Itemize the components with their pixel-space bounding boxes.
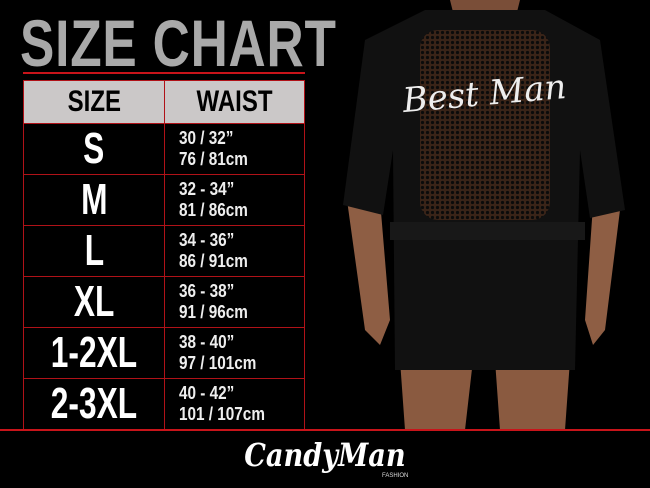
waist-cell: 32 - 34” 81 / 86cm — [164, 174, 305, 226]
header-waist: WAIST — [164, 80, 305, 124]
waist-cell: 40 - 42” 101 / 107cm — [164, 378, 305, 430]
waist-cell: 38 - 40” 97 / 101cm — [164, 327, 305, 379]
header-size: SIZE — [23, 80, 165, 124]
size-label: 1-2XL — [50, 328, 138, 377]
footer-divider — [0, 429, 650, 431]
size-cell: 2-3XL — [23, 378, 165, 430]
waist-inches: 40 - 42” — [179, 383, 235, 403]
waist-cm: 97 / 101cm — [179, 353, 257, 373]
size-label: M — [80, 175, 108, 224]
size-table: SIZE WAIST S 30 / 32” 76 / 81cm M 32 - 34” 8… — [23, 80, 305, 430]
size-cell: L — [23, 225, 165, 277]
waist-cm: 91 / 96cm — [179, 302, 248, 322]
brand-name: CandyMan — [244, 436, 406, 474]
waist-inches: 32 - 34” — [179, 179, 235, 199]
waist-inches: 30 / 32” — [179, 128, 234, 148]
waist-cm: 81 / 86cm — [179, 200, 248, 220]
waist-inches: 38 - 40” — [179, 332, 235, 352]
table-row: L 34 - 36” 86 / 91cm — [23, 225, 305, 277]
size-cell: M — [23, 174, 165, 226]
table-row: S 30 / 32” 76 / 81cm — [23, 123, 305, 175]
brand-logo: CandyMan FASHION — [0, 436, 650, 479]
product-photo: Best Man — [343, 0, 625, 430]
model-legs — [400, 360, 570, 430]
table-row: XL 36 - 38” 91 / 96cm — [23, 276, 305, 328]
size-label: 2-3XL — [50, 379, 138, 428]
page-title: SIZE CHART — [20, 6, 337, 80]
waist-cell: 36 - 38” 91 / 96cm — [164, 276, 305, 328]
waist-cell: 30 / 32” 76 / 81cm — [164, 123, 305, 175]
mesh-panel — [420, 30, 550, 220]
size-label: S — [83, 124, 105, 173]
waist-inches: 36 - 38” — [179, 281, 235, 301]
size-label: XL — [73, 277, 115, 326]
waist-cm: 86 / 91cm — [179, 251, 248, 271]
header-waist-label: WAIST — [196, 85, 273, 118]
size-cell: 1-2XL — [23, 327, 165, 379]
robe-belt — [390, 222, 585, 240]
waist-cm: 101 / 107cm — [179, 404, 265, 424]
size-cell: XL — [23, 276, 165, 328]
table-row: 2-3XL 40 - 42” 101 / 107cm — [23, 378, 305, 430]
size-cell: S — [23, 123, 165, 175]
header-size-label: SIZE — [67, 85, 121, 118]
table-header: SIZE WAIST — [23, 80, 305, 124]
table-row: 1-2XL 38 - 40” 97 / 101cm — [23, 327, 305, 379]
waist-inches: 34 - 36” — [179, 230, 235, 250]
waist-cell: 34 - 36” 86 / 91cm — [164, 225, 305, 277]
brand-sub: FASHION — [382, 473, 409, 479]
waist-cm: 76 / 81cm — [179, 149, 248, 169]
size-label: L — [84, 226, 104, 275]
table-row: M 32 - 34” 81 / 86cm — [23, 174, 305, 226]
title-divider — [23, 72, 305, 74]
